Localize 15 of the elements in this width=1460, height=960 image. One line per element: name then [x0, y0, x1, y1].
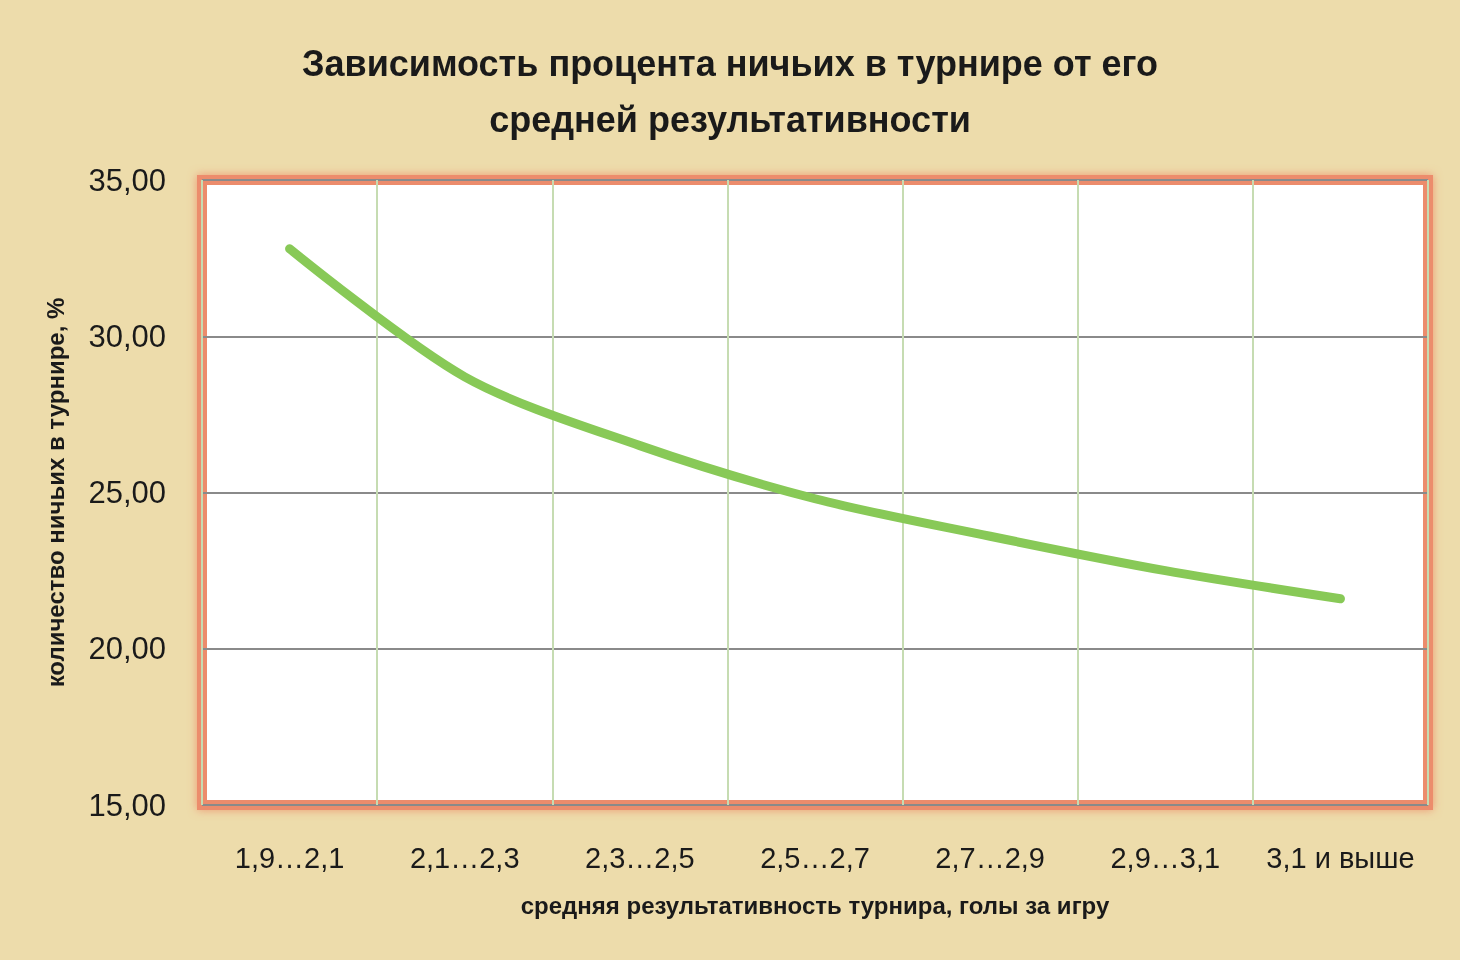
- x-tick-label: 2,5…2,7: [760, 841, 870, 874]
- x-tick-label: 3,1 и выше: [1266, 841, 1415, 874]
- x-tick-label: 2,7…2,9: [935, 841, 1045, 874]
- y-tick-label: 20,00: [88, 631, 166, 667]
- y-axis-title: количество ничьих в турнире, %: [41, 297, 69, 688]
- x-tick-label: 1,9…2,1: [234, 841, 345, 874]
- y-tick-label: 15,00: [88, 787, 166, 823]
- y-tick-label: 35,00: [88, 162, 166, 198]
- y-tick-label: 30,00: [88, 318, 166, 354]
- x-tick-label: 2,1…2,3: [409, 841, 520, 874]
- y-tick-label: 25,00: [88, 475, 166, 510]
- x-tick-label: 2,3…2,5: [585, 841, 695, 874]
- chart-title: Зависимость процента ничьих в турнире от его средней результативности: [301, 42, 1159, 140]
- x-tick-label: 2,9…3,1: [1110, 841, 1221, 874]
- x-axis-title: средняя результативность турнира, голы за игру: [520, 891, 1110, 919]
